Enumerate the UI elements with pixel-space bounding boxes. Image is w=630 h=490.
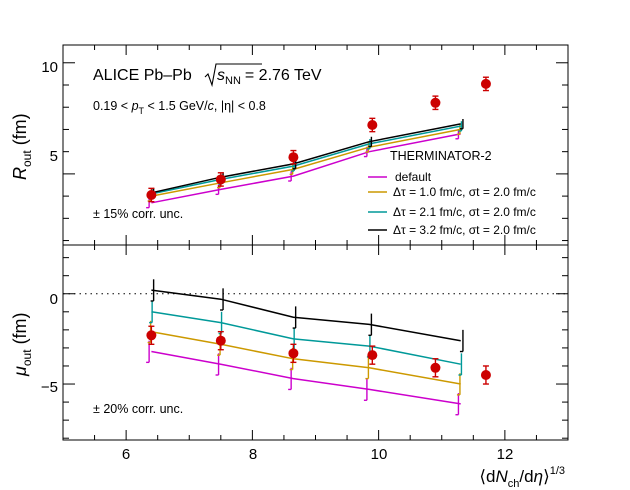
legend-label-dtau-1: Δτ = 1.0 fm/c, σt = 2.0 fm/c — [393, 185, 536, 199]
legend-entry-dtau-3: Δτ = 3.2 fm/c, σt = 2.0 fm/c — [368, 223, 536, 237]
bottom-data-point — [146, 330, 157, 341]
legend-entry-dtau-1: Δτ = 1.0 fm/c, σt = 2.0 fm/c — [368, 185, 536, 199]
legend-title: THERMINATOR-2 — [390, 149, 492, 163]
top-axis-ticks — [62, 45, 569, 245]
top-data-point — [146, 190, 157, 200]
bottom-model-line-0 — [151, 350, 461, 405]
top-ylabel-unit: (fm) — [10, 113, 30, 150]
xlabel-exponent: 1/3 — [550, 465, 565, 477]
kin-p: p — [131, 99, 139, 113]
top-ylabel-sub: out — [20, 150, 34, 167]
bottom-ylabel-unit: (fm) — [10, 312, 30, 349]
legend-label-default: default — [395, 170, 432, 184]
xlabel-post: ⟩ — [543, 467, 550, 486]
top-data-point — [215, 174, 226, 185]
top-data-point — [288, 152, 299, 163]
bottom-ytick-label-minus5: −5 — [41, 379, 58, 396]
legend-label-dtau-2: Δτ = 2.1 fm/c, σt = 2.0 fm/c — [393, 205, 536, 219]
chart-title-main: ALICE Pb–Pb — [93, 67, 192, 84]
top-ytick-label-5: 5 — [50, 148, 58, 165]
top-plot-area — [146, 76, 491, 209]
top-data-point — [430, 97, 441, 108]
top-ytick-label-10: 10 — [41, 59, 58, 76]
xlabel-ch: ch — [508, 478, 520, 490]
bottom-corr-unc: ± 20% corr. unc. — [93, 402, 183, 416]
xlabel-n: N — [496, 467, 509, 486]
top-corr-unc: ± 15% corr. unc. — [93, 207, 183, 221]
bottom-data-point — [367, 350, 378, 361]
kin-mid: < 1.5 GeV/ — [144, 99, 208, 113]
xtick-label-8: 8 — [249, 446, 257, 463]
energy-symbol: s — [217, 67, 225, 84]
bottom-data-point — [288, 348, 299, 359]
kin-eta: , |η| < 0.8 — [214, 99, 266, 113]
bottom-data-point — [480, 370, 491, 380]
bottom-ylabel: μout (fm) — [10, 312, 34, 377]
xtick-label-12: 12 — [497, 446, 514, 463]
bottom-model-line-2 — [151, 311, 461, 365]
legend-label-dtau-3: Δτ = 3.2 fm/c, σt = 2.0 fm/c — [393, 223, 536, 237]
bottom-model-line-3 — [151, 289, 461, 342]
top-data-point — [367, 120, 378, 130]
top-ylabel-main: R — [10, 167, 30, 180]
bottom-axis-ticks — [62, 245, 569, 440]
legend-entry-dtau-2: Δτ = 2.1 fm/c, σt = 2.0 fm/c — [368, 205, 536, 219]
energy-value: = 2.76 TeV — [245, 67, 322, 84]
xlabel-eta: η — [534, 467, 543, 486]
kin-pre: 0.19 < — [93, 99, 132, 113]
kin-c: c — [208, 99, 215, 113]
bottom-plot-area — [146, 279, 491, 416]
top-model-line-0 — [151, 133, 461, 204]
top-data-point — [480, 78, 491, 89]
bottom-ytick-label-0: 0 — [50, 291, 58, 308]
xlabel-pre: ⟨d — [479, 467, 495, 486]
bottom-ylabel-sub: out — [20, 349, 34, 366]
energy-sub: NN — [225, 75, 241, 87]
kin-t: T — [139, 106, 145, 116]
chart-title: ALICE Pb–Pb — [93, 67, 192, 84]
kinematics-label: 0.19 < pT < 1.5 GeV/c, |η| < 0.8 — [93, 99, 266, 116]
top-model-line-2 — [151, 125, 461, 195]
xlabel-mid: /d — [519, 467, 533, 486]
xlabel: ⟨dNch/dη⟩1/3 — [479, 465, 565, 490]
sqrt-sign-icon — [204, 63, 262, 88]
xtick-label-10: 10 — [371, 446, 388, 463]
bottom-data-point — [430, 362, 441, 373]
bottom-ylabel-main: μ — [10, 366, 30, 377]
top-ylabel: Rout (fm) — [10, 113, 34, 180]
xtick-label-6: 6 — [122, 446, 130, 463]
energy-label: sNN = 2.76 TeV — [217, 67, 322, 87]
bottom-data-point — [215, 335, 226, 346]
legend-entry-default: default — [368, 170, 432, 184]
